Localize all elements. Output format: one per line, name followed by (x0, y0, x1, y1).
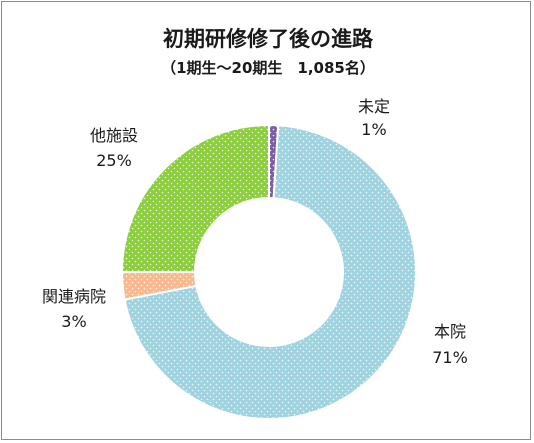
slice-label-undecided: 未定 (358, 97, 390, 116)
slice-value-other-facility: 25% (96, 151, 132, 170)
chart-subtitle: （1期生～20期生 1,085名） (161, 59, 375, 77)
slice-value-main-hospital: 71% (432, 348, 468, 367)
slice-main-hospital (123, 124, 417, 420)
slice-undecided-texture (269, 125, 279, 199)
slice-other-facility-texture (122, 125, 269, 272)
slice-main-hospital-texture (124, 125, 417, 419)
donut-slices (120, 123, 417, 420)
slice-label-affiliated-hospital: 関連病院 (42, 287, 106, 306)
slice-label-other-facility: 他施設 (90, 126, 138, 145)
slice-affiliated-hospital-texture (122, 272, 197, 300)
chart-title: 初期研修修了後の進路 (163, 27, 374, 51)
slice-value-undecided: 1% (361, 120, 386, 139)
slice-value-affiliated-hospital: 3% (61, 312, 86, 331)
slice-other-facility (120, 123, 270, 273)
slice-label-main-hospital: 本院 (434, 322, 466, 341)
